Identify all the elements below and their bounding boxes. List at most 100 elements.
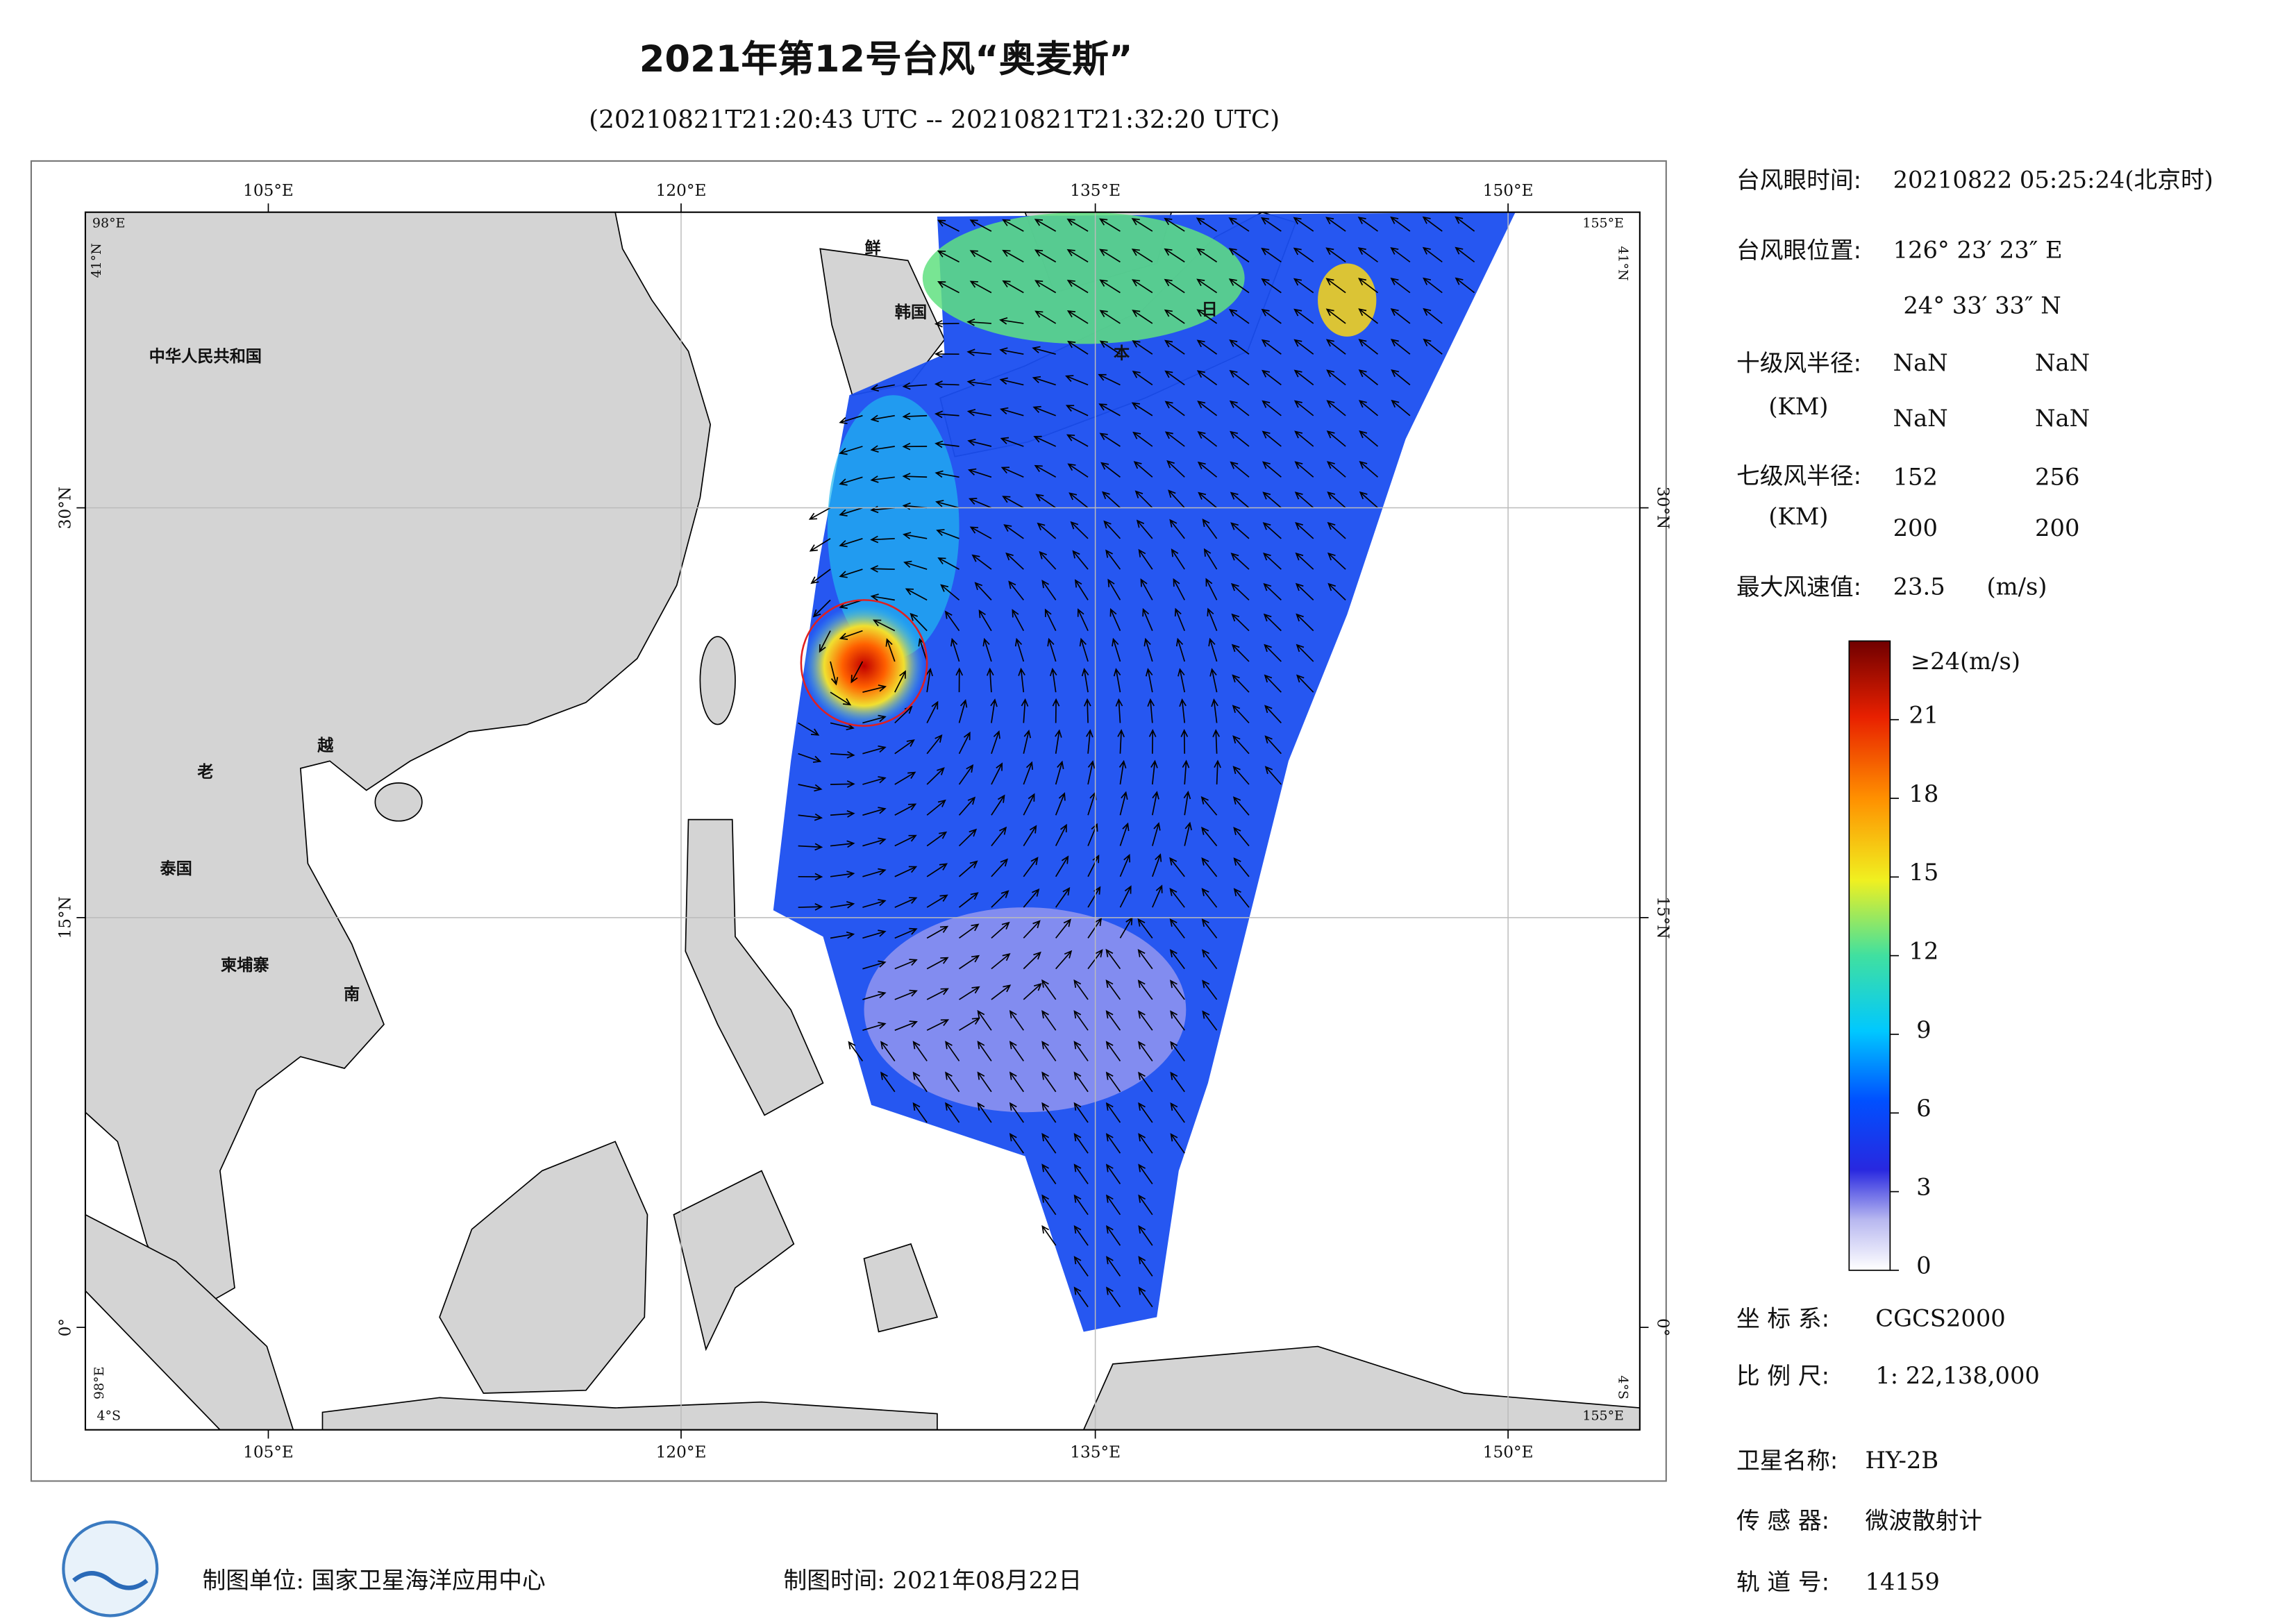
info-text: 152 <box>1893 463 1938 490</box>
info-text: 十级风半径: <box>1736 349 1861 376</box>
wind-arrow <box>894 866 918 877</box>
wind-arrow <box>830 871 855 878</box>
wind-arrow <box>959 923 980 939</box>
wind-arrow <box>1099 432 1121 447</box>
wind-arrow <box>830 780 855 788</box>
wind-arrow <box>1073 1071 1089 1093</box>
wind-arrow <box>1358 308 1379 324</box>
wind-arrow <box>966 318 991 326</box>
wind-arrow <box>1293 247 1314 263</box>
wind-arrow <box>1202 949 1218 970</box>
corner-label: 155°E <box>1582 1408 1624 1424</box>
wind-arrow <box>894 897 918 908</box>
wind-arrow <box>1105 1102 1121 1123</box>
info-text: 24° 33′ 33″ N <box>1903 292 2061 319</box>
place-label: 柬埔寨 <box>221 956 269 975</box>
wind-arrow <box>1232 766 1250 785</box>
wind-arrow <box>1230 553 1250 570</box>
wind-arrow <box>1138 1163 1153 1185</box>
wind-arrow <box>1202 1010 1218 1031</box>
lat-label: 30°N <box>56 487 75 529</box>
wind-arrow <box>1197 461 1218 478</box>
wind-arrow <box>1264 674 1282 693</box>
wind-arrow <box>1105 1133 1121 1154</box>
wind-arrow <box>894 927 918 939</box>
wind-arrow <box>1002 219 1024 232</box>
wind-arrow <box>1023 729 1032 754</box>
wind-arrow <box>1137 1010 1153 1031</box>
wind-arrow <box>1103 520 1121 539</box>
land <box>699 636 736 725</box>
wind-arrow <box>926 734 943 755</box>
wind-arrow <box>1262 369 1282 386</box>
wind-arrow <box>991 953 1011 970</box>
wind-arrow <box>1055 918 1071 939</box>
land <box>439 1141 648 1394</box>
wind-arrow <box>1231 613 1250 632</box>
wind-arrow <box>1072 550 1089 570</box>
wind-arrow <box>1169 949 1185 970</box>
wind-arrow <box>1041 1194 1057 1216</box>
info-panel: 台风眼时间: 20210822 05:25:24(北京时) 台风眼位置: 126° 2… <box>1736 166 2213 1595</box>
wind-arrow <box>862 714 887 724</box>
wind-arrow <box>1138 548 1153 570</box>
wind-arrow <box>1119 791 1128 816</box>
logo <box>62 1520 159 1617</box>
wind-arrow <box>991 890 1009 908</box>
wind-arrow <box>1023 920 1041 939</box>
wind-arrow <box>839 507 863 516</box>
wind-arrow <box>1359 491 1379 509</box>
wind-arrow <box>1099 279 1121 294</box>
wind-arrow <box>1164 431 1185 447</box>
wind-arrow <box>1034 219 1057 232</box>
wind-arrow <box>1390 338 1411 355</box>
wind-arrow <box>1034 464 1057 478</box>
wind-arrow <box>1196 217 1218 232</box>
wind-arrow <box>1326 430 1346 447</box>
wind-arrow <box>870 414 895 423</box>
wind-arrow <box>1184 821 1192 846</box>
wind-arrow <box>903 532 928 539</box>
wind-arrow <box>819 630 831 653</box>
wind-arrow <box>966 378 992 387</box>
wind-arrow <box>1106 1286 1121 1308</box>
wind-arrow <box>1359 460 1379 478</box>
wind-arrow <box>902 442 928 451</box>
wind-arrow <box>1230 522 1250 539</box>
wind-arrow <box>1166 460 1185 478</box>
wind-arrow <box>1263 613 1282 632</box>
wind-arrow <box>894 771 916 785</box>
wind-band <box>1318 263 1377 337</box>
wind-arrow <box>1170 1133 1185 1154</box>
wind-arrow <box>1034 280 1057 294</box>
wind-arrow <box>862 684 887 693</box>
wind-arrow <box>1034 310 1057 324</box>
info-text: NaN <box>2035 405 2090 432</box>
wind-arrow <box>1145 668 1153 693</box>
wind-arrow <box>1196 370 1218 386</box>
place-label: 鲜 <box>865 239 881 258</box>
info-text: 256 <box>2035 463 2079 490</box>
wind-arrow <box>958 699 968 723</box>
wind-arrow <box>862 745 887 755</box>
wind-arrow <box>885 638 896 662</box>
corner-label: 4°S <box>1616 1375 1631 1399</box>
wind-arrow <box>1230 582 1250 600</box>
wind-arrow <box>1169 979 1185 1000</box>
wind-arrow <box>902 473 928 480</box>
wind-arrow <box>955 667 964 693</box>
wind-arrow <box>958 731 971 755</box>
wind-arrow <box>1138 1041 1153 1061</box>
wind-arrow <box>830 840 855 848</box>
lat-label: 0° <box>56 1318 75 1336</box>
info-text: 最大风速值: <box>1736 573 1861 600</box>
wind-arrow <box>839 414 863 425</box>
wind-arrow <box>1099 218 1121 232</box>
wind-arrow <box>1169 519 1185 539</box>
wind-arrow <box>1196 309 1218 324</box>
wind-arrow <box>894 989 918 1000</box>
wind-arrow <box>1208 637 1218 662</box>
wind-arrow <box>1262 400 1282 417</box>
wind-arrow <box>1263 553 1282 570</box>
wind-arrow <box>1232 674 1250 693</box>
